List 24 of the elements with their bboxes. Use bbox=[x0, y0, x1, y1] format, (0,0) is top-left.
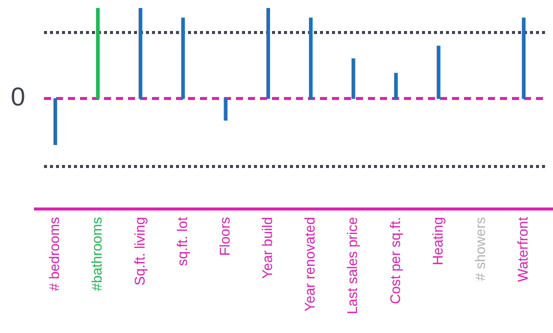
ref-line-label: 0 bbox=[10, 82, 26, 112]
bar bbox=[436, 46, 440, 99]
bar bbox=[96, 8, 100, 99]
x-tick-label: Last sales price bbox=[344, 216, 360, 314]
bar bbox=[53, 98, 58, 146]
x-tick-label: Sq.ft. living bbox=[131, 217, 148, 286]
x-tick-label: Year build bbox=[259, 217, 276, 279]
x-tick-label: #bathrooms bbox=[88, 217, 105, 291]
x-tick-label: # bedrooms bbox=[46, 217, 62, 291]
x-tick-label: Floors bbox=[216, 217, 232, 256]
bar bbox=[394, 72, 398, 99]
bar bbox=[522, 18, 526, 99]
bar bbox=[181, 18, 185, 99]
bar bbox=[352, 58, 356, 99]
bar bbox=[308, 18, 313, 99]
bar bbox=[266, 8, 270, 99]
x-tick-label: sq.ft. lot bbox=[174, 216, 190, 266]
x-tick-label: # showers bbox=[472, 217, 488, 281]
x-tick-label: Year renovated bbox=[302, 217, 318, 312]
x-tick-label: Heating bbox=[429, 217, 446, 266]
x-tick-label: Cost per sq.ft. bbox=[386, 217, 403, 304]
x-tick-label: Waterfront bbox=[514, 216, 531, 282]
bar bbox=[138, 8, 142, 99]
bar bbox=[224, 98, 228, 121]
